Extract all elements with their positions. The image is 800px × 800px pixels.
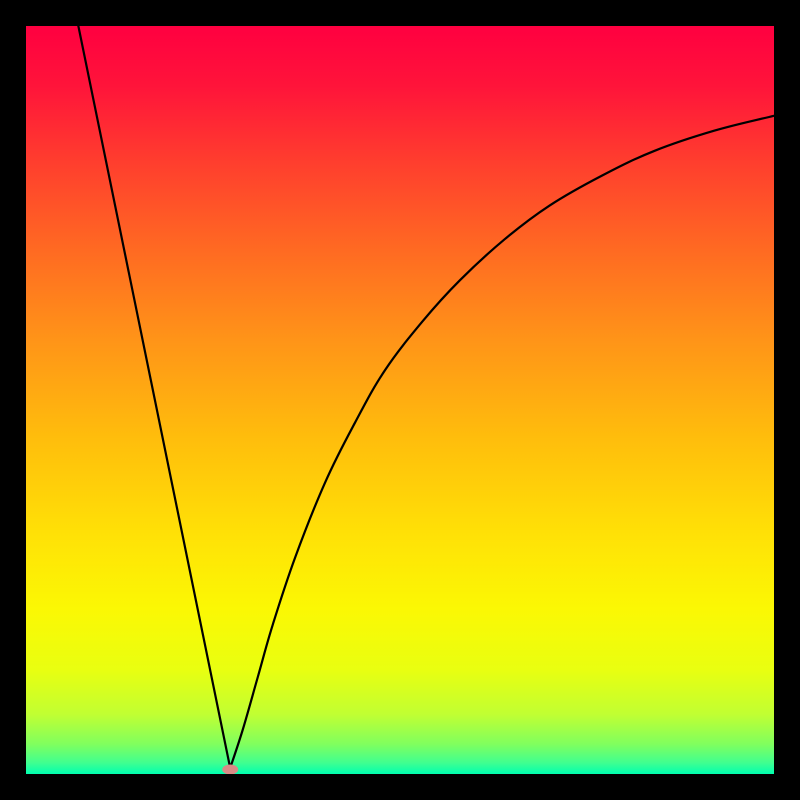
chart-curve: [0, 0, 800, 800]
minimum-marker: [222, 765, 238, 775]
curve-right-branch: [230, 107, 800, 768]
curve-left-branch: [70, 0, 230, 768]
watermark-text: TheBottleneck.com: [595, 2, 783, 28]
